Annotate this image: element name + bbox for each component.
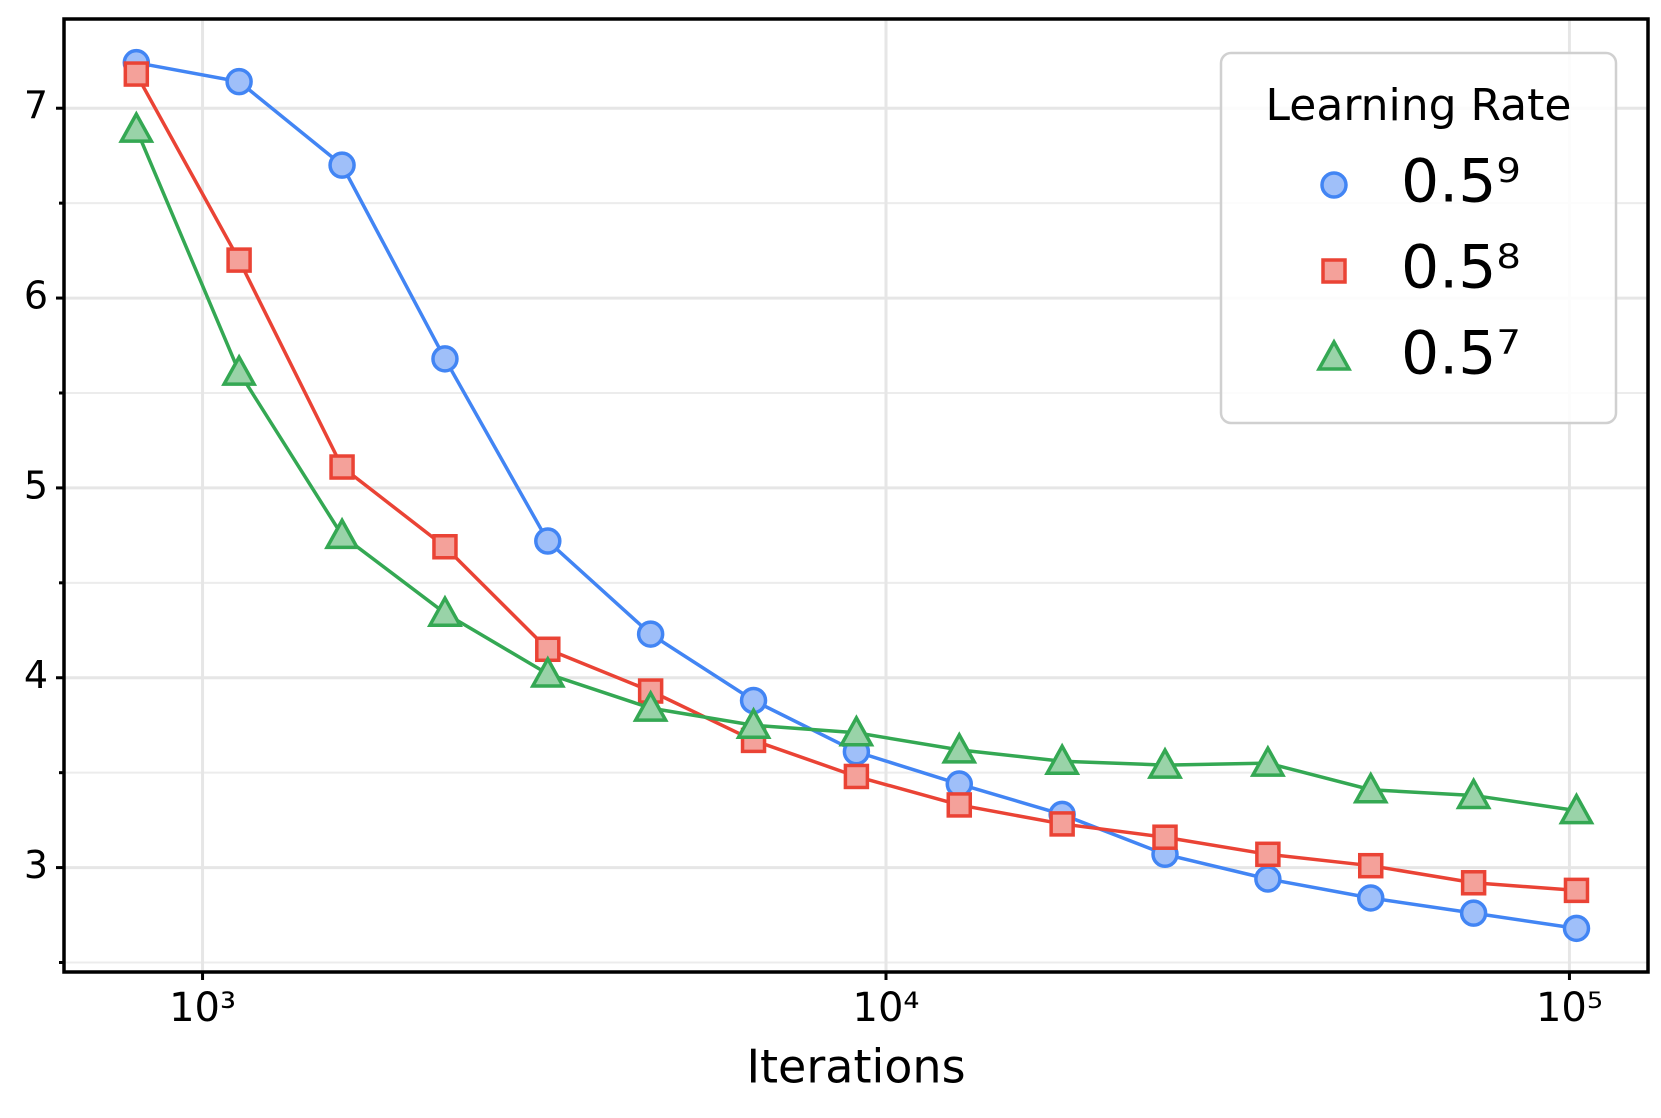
point <box>838 714 875 747</box>
y-tick-label: 6 <box>24 274 48 318</box>
series <box>122 48 1591 943</box>
point <box>735 706 772 739</box>
point <box>534 527 562 555</box>
x-tick-label: 10⁴ <box>853 985 920 1031</box>
point <box>1316 338 1352 371</box>
x-tick-label: 10⁵ <box>1536 985 1603 1031</box>
point <box>1152 824 1178 850</box>
point <box>1459 899 1488 927</box>
point <box>221 353 258 386</box>
point <box>225 67 253 96</box>
point <box>941 731 978 764</box>
legend-box <box>1219 51 1618 425</box>
x-tick-label: 10³ <box>169 985 236 1031</box>
point <box>1044 742 1081 776</box>
point <box>636 620 665 648</box>
point <box>1320 171 1348 199</box>
point <box>1455 776 1492 810</box>
point <box>1356 884 1385 912</box>
legend-label: 0.5⁸ <box>1401 233 1520 303</box>
legend-label: 0.5⁹ <box>1401 147 1520 217</box>
point <box>431 345 459 373</box>
y-tick-label: 5 <box>24 463 48 507</box>
point <box>1049 811 1075 837</box>
point <box>843 763 870 790</box>
legend-label: 0.5⁷ <box>1401 319 1520 389</box>
y-tick-label: 4 <box>24 653 48 697</box>
point <box>118 110 155 143</box>
point <box>226 247 252 273</box>
point <box>328 151 356 179</box>
point <box>1562 914 1591 943</box>
y-tick-label: 7 <box>24 84 48 128</box>
point <box>1249 744 1286 777</box>
point <box>1147 746 1183 779</box>
legend-title: Learning Rate <box>1266 80 1572 131</box>
point <box>529 655 566 688</box>
point <box>1460 870 1487 896</box>
point <box>946 792 973 818</box>
series <box>123 61 1590 904</box>
point <box>1321 258 1347 284</box>
point <box>1352 771 1389 804</box>
y-tick-label: 3 <box>24 843 48 887</box>
plot-frame <box>62 17 1650 974</box>
point <box>1563 877 1590 904</box>
point <box>632 689 669 722</box>
x-axis-label: Iterations <box>746 1040 965 1094</box>
series <box>118 110 1595 825</box>
point <box>123 61 150 87</box>
point <box>1254 865 1282 893</box>
point <box>329 454 355 480</box>
point <box>432 534 458 560</box>
point <box>1357 852 1384 879</box>
point <box>1255 841 1281 868</box>
point <box>324 516 361 550</box>
point <box>1558 792 1595 825</box>
point <box>426 594 463 627</box>
